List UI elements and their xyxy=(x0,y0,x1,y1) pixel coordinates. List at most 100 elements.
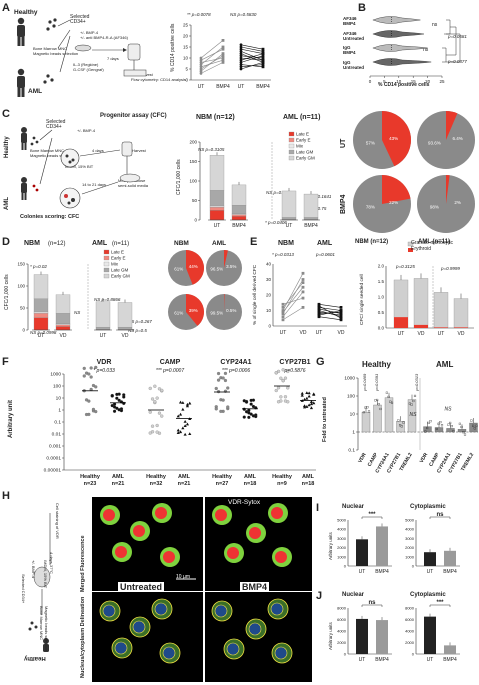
f-point xyxy=(307,391,311,395)
j-bar xyxy=(444,645,456,654)
f-point xyxy=(302,404,307,408)
d-nbm-n: (n=12) xyxy=(48,241,66,247)
a-pair-line xyxy=(240,62,264,70)
d-pie4-label-b: 0.5% xyxy=(226,308,236,313)
f-n-label: n=32 xyxy=(150,481,163,487)
h-bmp4: BMP4 xyxy=(240,582,270,592)
g-bar xyxy=(396,421,405,433)
d-aml-title: AML xyxy=(92,240,108,247)
f-point xyxy=(286,386,290,390)
f-point xyxy=(112,405,117,409)
b-violin xyxy=(372,58,432,66)
b-xtick-label: 25 xyxy=(439,79,445,84)
e-legend-swatch xyxy=(408,248,413,252)
i-ytick-label: 5000 xyxy=(405,518,415,523)
c-bar-seg xyxy=(231,205,247,214)
i-cyto: Cytoplasmic xyxy=(410,504,446,510)
f-point xyxy=(183,424,187,428)
a-point xyxy=(239,67,243,71)
e-point xyxy=(301,271,305,275)
a-point xyxy=(261,47,265,51)
f-point xyxy=(305,405,309,408)
g-ytick-label: 10 xyxy=(350,412,356,418)
c-ns2: NS p=0.6673 xyxy=(266,190,293,195)
a-point xyxy=(199,72,203,75)
e-aml: AML xyxy=(317,240,333,247)
f-xtick-label: AML xyxy=(112,474,125,480)
e-point xyxy=(281,309,285,312)
panel-label-b: B xyxy=(358,2,366,14)
a-bmp4p: +/- BMP-4 xyxy=(80,30,99,35)
d-bar-seg xyxy=(33,311,49,314)
a-pair-line xyxy=(200,48,224,61)
c-legend-swatch xyxy=(288,131,295,137)
f-n-label: n=18 xyxy=(302,481,315,487)
f-point xyxy=(110,394,114,398)
c-cd34: CD34+ xyxy=(46,124,62,130)
f-point xyxy=(249,398,253,402)
b-xtick-label: 0 xyxy=(369,79,372,84)
f-xtick-label: Healthy xyxy=(80,474,101,480)
d-pie2-label-a: 96.5% xyxy=(210,267,223,272)
a-point xyxy=(221,56,225,60)
g-point xyxy=(450,425,453,428)
c-imdm: IMDM, 15% BIT xyxy=(65,164,94,169)
j-xtick-label: UT xyxy=(359,657,366,663)
g-bar xyxy=(423,426,432,433)
d-legend-swatch xyxy=(103,255,110,261)
f-point xyxy=(283,376,288,380)
f-point xyxy=(283,395,288,399)
a-person-healthy-icon xyxy=(17,17,25,46)
j-ytick-label: 2000 xyxy=(405,640,415,645)
g-point xyxy=(362,411,365,414)
f-point xyxy=(150,397,155,401)
e-ytick-label: 1.0 xyxy=(378,295,385,300)
a-point xyxy=(261,63,265,66)
e-point xyxy=(301,290,305,294)
d-ns3: NS p=0.8866 xyxy=(94,297,121,302)
f-point xyxy=(251,414,256,418)
g-fold-chart: 10001001010.1VDRCAMPCYP24A1CYP27B1TREML2… xyxy=(344,373,478,474)
g-point xyxy=(410,403,413,406)
c-ytick-label: 50 xyxy=(192,198,198,203)
f-point xyxy=(219,409,223,413)
a-bmp4ra: +/- anti BMP4-R-A (AF346) xyxy=(80,35,128,40)
h-side-6: Selected CD34+ xyxy=(21,574,26,604)
d-legend-label: Late E xyxy=(111,250,124,255)
g-point xyxy=(402,421,405,424)
c-p1: * p=0.0406 xyxy=(265,220,287,225)
g-point xyxy=(439,421,442,424)
f-point xyxy=(274,371,278,375)
e-point xyxy=(317,304,321,308)
e-point xyxy=(301,306,305,309)
c-pie-nbmN: NBM (n=12) xyxy=(355,239,389,245)
g-bar xyxy=(361,412,371,433)
a-point xyxy=(261,65,265,69)
e-p4: p=0.9999 xyxy=(441,266,460,271)
c-pie3-label-b: 22% xyxy=(389,200,398,205)
c-beads: Magnetic beads selection xyxy=(30,153,76,158)
c-bmp4: +/- BMP-4 xyxy=(77,128,96,133)
d-xtick-label: VD xyxy=(60,333,67,339)
g-point xyxy=(412,399,415,403)
g-xtick-label: VDR xyxy=(419,452,430,464)
a-point xyxy=(199,65,203,69)
h-nucleus-delin xyxy=(154,602,168,616)
c-bar-seg xyxy=(209,206,225,211)
f-point xyxy=(300,393,304,397)
e-point xyxy=(301,296,305,300)
b-bracket xyxy=(446,26,457,56)
f-point xyxy=(226,386,230,390)
i-xtick-label: UT xyxy=(359,569,366,575)
a-ytick-label: 5 xyxy=(185,67,188,72)
e-point xyxy=(301,281,305,284)
c-legend-label: Late E xyxy=(296,132,309,137)
a-pair-line xyxy=(240,48,264,54)
d-ytick-label: 150 xyxy=(17,262,25,267)
g-pval: p=0.0469 xyxy=(362,373,367,392)
g-ytick-label: 0.1 xyxy=(348,448,355,454)
f-point xyxy=(185,404,190,408)
d-pie-nbm: NBM xyxy=(174,240,189,247)
h-untreated: Untreated xyxy=(118,582,165,592)
